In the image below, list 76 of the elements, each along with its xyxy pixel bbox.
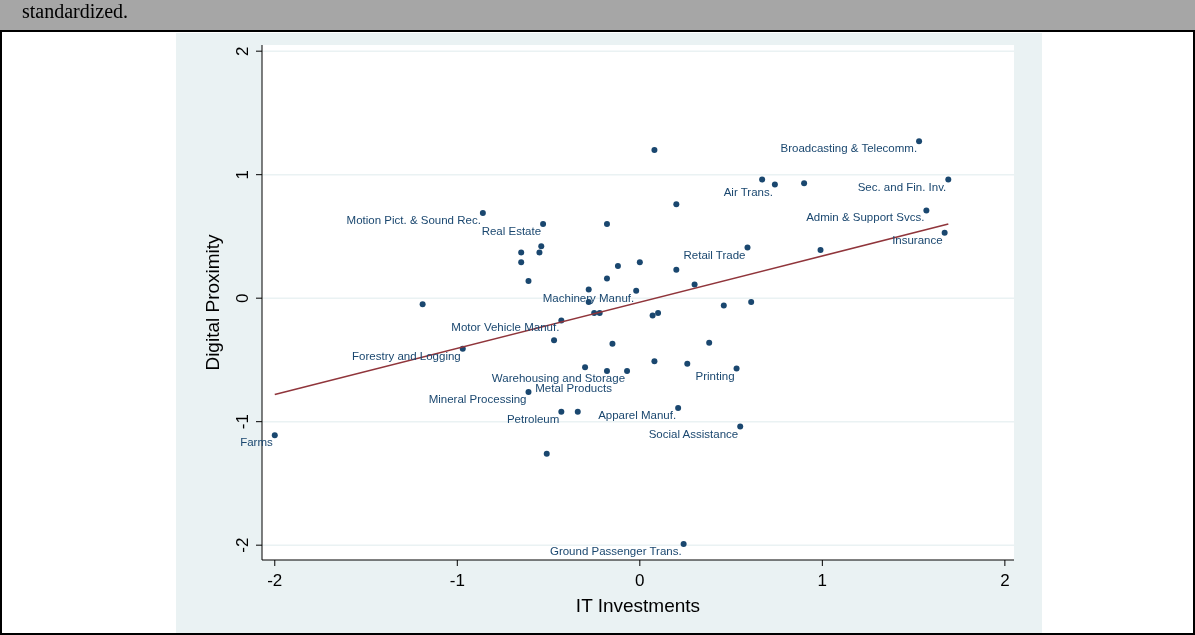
point xyxy=(673,201,680,208)
point xyxy=(518,259,525,266)
point xyxy=(536,249,543,256)
point xyxy=(916,138,923,145)
point xyxy=(691,281,698,288)
annotation: Apparel Manuf. xyxy=(598,409,677,422)
annotation: Motion Pict. & Sound Rec. xyxy=(346,213,481,226)
point xyxy=(525,389,532,396)
x-axis-title: IT Investments xyxy=(575,595,701,616)
point xyxy=(636,259,643,266)
point xyxy=(603,275,610,282)
point xyxy=(737,423,744,430)
point xyxy=(633,287,640,294)
point xyxy=(744,244,751,251)
point xyxy=(941,229,948,236)
y-tick-label: 0 xyxy=(233,293,252,303)
point xyxy=(771,181,778,188)
annotation: Retail Trade xyxy=(683,248,746,261)
point xyxy=(923,207,930,214)
annotation: Air Trans. xyxy=(723,185,773,198)
point xyxy=(609,340,616,347)
point xyxy=(479,209,486,216)
point xyxy=(748,298,755,305)
point xyxy=(680,540,687,547)
annotation: Forestry and Logging xyxy=(352,349,461,362)
x-tick-label: 2 xyxy=(1000,571,1010,590)
point xyxy=(518,249,525,256)
point xyxy=(759,176,766,183)
x-tick-label: -2 xyxy=(267,571,283,590)
point xyxy=(582,364,589,371)
y-tick-label: 1 xyxy=(233,169,252,180)
y-tick-label: -2 xyxy=(233,537,252,553)
point xyxy=(684,360,691,367)
point xyxy=(733,365,740,372)
point xyxy=(655,310,662,316)
point xyxy=(551,337,558,344)
annotation: Petroleum xyxy=(506,412,560,425)
point xyxy=(720,302,727,309)
point xyxy=(419,301,426,308)
x-tick-label: 0 xyxy=(635,571,645,590)
point xyxy=(525,277,532,284)
point xyxy=(603,221,610,228)
point xyxy=(585,286,592,293)
point xyxy=(540,221,547,228)
point xyxy=(651,358,658,365)
annotation: Real Estate xyxy=(481,225,542,238)
point xyxy=(271,432,278,439)
text: standardized. xyxy=(22,0,129,22)
point xyxy=(675,405,682,412)
annotation: Sec. and Fin. Inv. xyxy=(857,180,947,193)
point xyxy=(673,266,680,273)
point xyxy=(945,176,952,183)
annotation: Broadcasting & Telecomm. xyxy=(780,142,918,155)
x-tick-label: -1 xyxy=(449,571,465,590)
point xyxy=(649,312,656,319)
point xyxy=(624,368,631,375)
x-tick-label: 1 xyxy=(817,571,828,590)
y-tick-label: 2 xyxy=(233,46,252,56)
point xyxy=(706,339,713,346)
annotation: Printing xyxy=(695,369,735,382)
point xyxy=(543,450,550,457)
point xyxy=(651,146,658,153)
annotation: Warehousing and Storage xyxy=(491,372,626,385)
annotation: Ground Passenger Trans. xyxy=(549,544,682,557)
point xyxy=(614,263,621,270)
point xyxy=(538,243,545,250)
annotation: Social Assistance xyxy=(648,427,739,440)
point xyxy=(801,180,808,187)
annotation: Mineral Processing xyxy=(428,393,527,406)
annotation: Insurance xyxy=(892,233,943,246)
y-axis-title: Digital Proximity xyxy=(202,233,223,371)
annotation: Admin & Support Svcs. xyxy=(806,211,925,224)
point xyxy=(558,408,565,415)
point xyxy=(574,408,581,415)
y-tick-label: -1 xyxy=(233,414,252,430)
point xyxy=(817,247,824,254)
